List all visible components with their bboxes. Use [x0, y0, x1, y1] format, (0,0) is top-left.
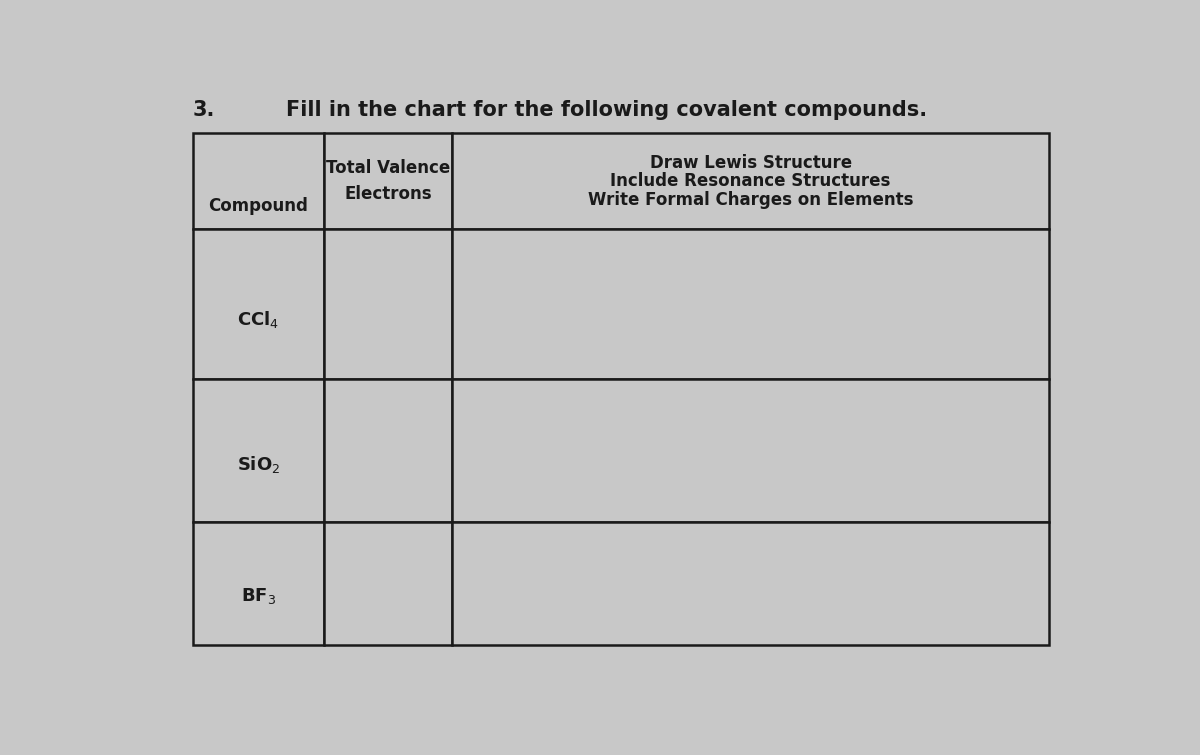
- Text: BF$_3$: BF$_3$: [241, 586, 276, 606]
- Text: Compound: Compound: [209, 197, 308, 215]
- Text: CCl$_4$: CCl$_4$: [238, 309, 280, 330]
- Text: Fill in the chart for the following covalent compounds.: Fill in the chart for the following cova…: [286, 100, 926, 120]
- Text: Draw Lewis Structure: Draw Lewis Structure: [649, 153, 852, 171]
- Text: Write Formal Charges on Elements: Write Formal Charges on Elements: [588, 190, 913, 208]
- Bar: [193, 230, 324, 379]
- Bar: [193, 133, 324, 230]
- Text: Include Resonance Structures: Include Resonance Structures: [611, 172, 890, 190]
- Bar: [452, 230, 1049, 379]
- Bar: [452, 133, 1049, 230]
- Text: SiO$_2$: SiO$_2$: [236, 455, 280, 476]
- Bar: [452, 522, 1049, 645]
- Bar: [324, 379, 452, 522]
- Text: 3.: 3.: [193, 100, 215, 120]
- Text: Electrons: Electrons: [344, 185, 432, 203]
- Bar: [193, 522, 324, 645]
- Bar: [452, 379, 1049, 522]
- Bar: [193, 379, 324, 522]
- Bar: [324, 230, 452, 379]
- Bar: [324, 133, 452, 230]
- Bar: [324, 522, 452, 645]
- Text: Total Valence: Total Valence: [326, 159, 450, 177]
